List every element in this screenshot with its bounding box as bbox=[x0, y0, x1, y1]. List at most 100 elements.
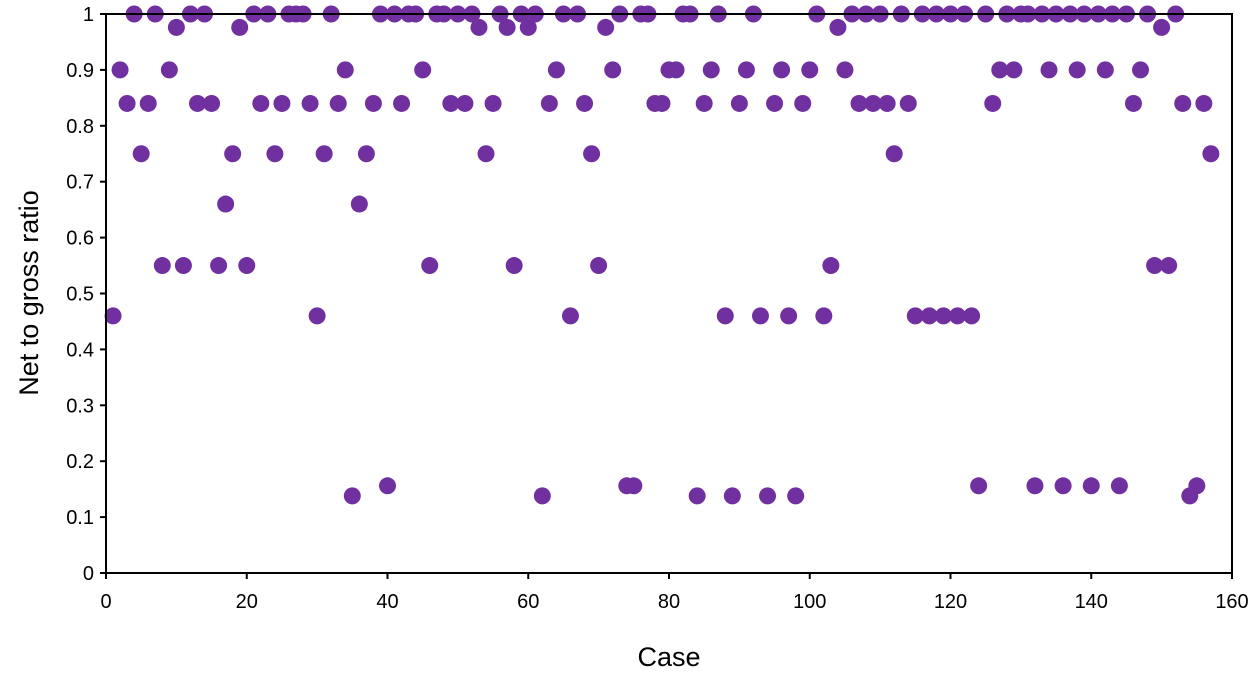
y-tick-label: 0.9 bbox=[66, 60, 94, 82]
x-tick-label: 0 bbox=[100, 591, 111, 613]
y-tick-label: 0.5 bbox=[66, 284, 94, 306]
data-point bbox=[920, 307, 938, 325]
data-point bbox=[829, 18, 847, 36]
data-points bbox=[104, 5, 1220, 505]
data-point bbox=[238, 257, 256, 275]
data-point bbox=[773, 61, 791, 79]
data-point bbox=[702, 61, 720, 79]
data-point bbox=[695, 94, 713, 112]
y-tick-label: 0 bbox=[83, 563, 94, 585]
data-point bbox=[498, 18, 516, 36]
data-point bbox=[393, 94, 411, 112]
y-tick-label: 1 bbox=[83, 4, 94, 26]
data-point bbox=[1054, 477, 1072, 495]
data-point bbox=[780, 307, 798, 325]
data-point bbox=[174, 257, 192, 275]
x-tick-label: 160 bbox=[1215, 591, 1248, 613]
data-point bbox=[139, 94, 157, 112]
data-point bbox=[864, 94, 882, 112]
x-tick-label: 100 bbox=[793, 591, 826, 613]
data-point bbox=[210, 257, 228, 275]
data-point bbox=[1202, 145, 1220, 163]
y-tick-label: 0.4 bbox=[66, 339, 94, 361]
y-tick-label: 0.2 bbox=[66, 451, 94, 473]
data-point bbox=[1153, 18, 1171, 36]
data-point bbox=[751, 307, 769, 325]
data-point bbox=[730, 94, 748, 112]
data-point bbox=[963, 307, 981, 325]
data-point bbox=[343, 487, 361, 505]
data-point bbox=[794, 94, 812, 112]
data-point bbox=[801, 61, 819, 79]
x-tick-label: 80 bbox=[658, 591, 680, 613]
data-point bbox=[357, 145, 375, 163]
x-tick-label: 40 bbox=[376, 591, 398, 613]
x-tick-label: 140 bbox=[1075, 591, 1108, 613]
data-point bbox=[1110, 477, 1128, 495]
x-tick-label: 60 bbox=[517, 591, 539, 613]
data-point bbox=[336, 61, 354, 79]
data-point bbox=[203, 94, 221, 112]
data-point bbox=[787, 487, 805, 505]
data-point bbox=[1195, 94, 1213, 112]
data-point bbox=[625, 477, 643, 495]
data-point bbox=[188, 94, 206, 112]
x-axis-label: Case bbox=[637, 642, 700, 672]
data-point bbox=[991, 61, 1009, 79]
data-point bbox=[505, 257, 523, 275]
data-point bbox=[484, 94, 502, 112]
data-point bbox=[442, 94, 460, 112]
data-point bbox=[231, 18, 249, 36]
data-point bbox=[667, 61, 685, 79]
data-point bbox=[315, 145, 333, 163]
data-point bbox=[533, 487, 551, 505]
data-point bbox=[850, 94, 868, 112]
data-point bbox=[111, 61, 129, 79]
data-point bbox=[519, 18, 537, 36]
data-point bbox=[470, 18, 488, 36]
data-point bbox=[1174, 94, 1192, 112]
data-point bbox=[1026, 477, 1044, 495]
data-point bbox=[653, 94, 671, 112]
data-point bbox=[878, 94, 896, 112]
data-point bbox=[266, 145, 284, 163]
data-point bbox=[1188, 477, 1206, 495]
data-point bbox=[329, 94, 347, 112]
data-point bbox=[414, 61, 432, 79]
data-point bbox=[132, 145, 150, 163]
data-point bbox=[822, 257, 840, 275]
data-point bbox=[1068, 61, 1086, 79]
data-point bbox=[350, 195, 368, 213]
data-point bbox=[576, 94, 594, 112]
data-point bbox=[379, 477, 396, 495]
data-point bbox=[906, 307, 924, 325]
data-point bbox=[984, 94, 1002, 112]
data-point bbox=[759, 487, 777, 505]
data-point bbox=[1040, 61, 1058, 79]
data-point bbox=[1005, 61, 1023, 79]
data-point bbox=[1124, 94, 1142, 112]
y-tick-label: 0.8 bbox=[66, 116, 94, 138]
data-point bbox=[1132, 61, 1150, 79]
data-point bbox=[949, 307, 967, 325]
data-point bbox=[1082, 477, 1100, 495]
data-point bbox=[723, 487, 741, 505]
data-point bbox=[273, 94, 291, 112]
x-axis-ticks: 0 20 40 60 80 100 120 140 160 bbox=[100, 573, 1249, 613]
data-point bbox=[766, 94, 784, 112]
data-point bbox=[160, 61, 178, 79]
data-point bbox=[688, 487, 706, 505]
y-tick-label: 0.6 bbox=[66, 228, 94, 250]
x-tick-label: 120 bbox=[934, 591, 967, 613]
data-point bbox=[970, 477, 988, 495]
data-point bbox=[590, 257, 608, 275]
y-tick-label: 0.1 bbox=[66, 507, 94, 529]
data-point bbox=[118, 94, 136, 112]
data-point bbox=[885, 145, 903, 163]
x-tick-label: 20 bbox=[236, 591, 258, 613]
data-point bbox=[104, 307, 122, 325]
data-point bbox=[604, 61, 622, 79]
data-point bbox=[815, 307, 833, 325]
data-point bbox=[1096, 61, 1114, 79]
